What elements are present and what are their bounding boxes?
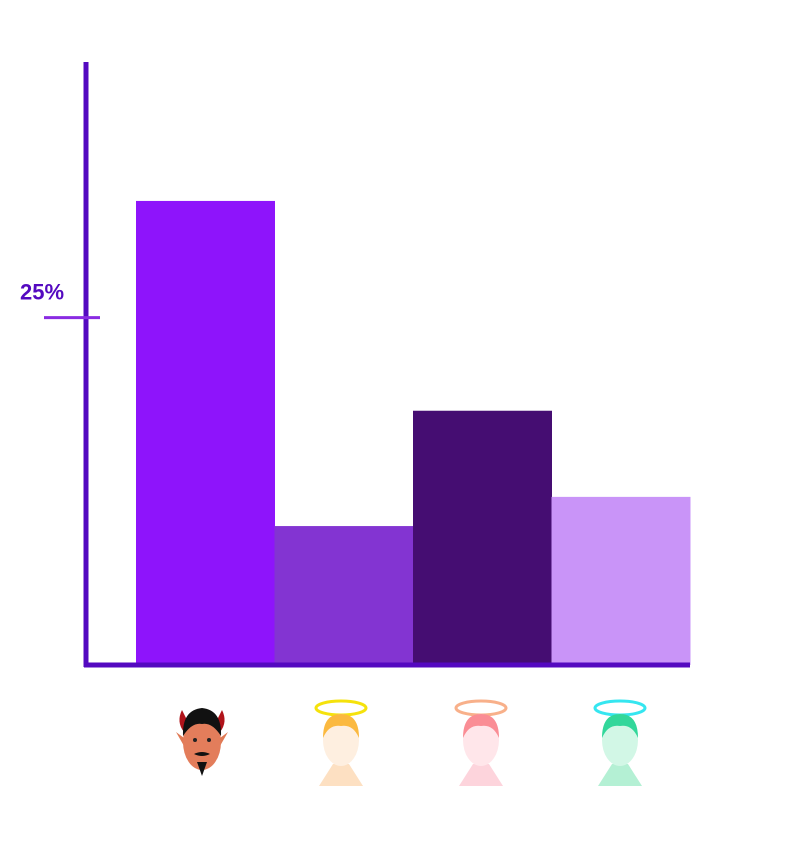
bar <box>413 410 552 665</box>
angel-icon <box>593 699 647 786</box>
bar <box>136 200 275 665</box>
angel-icon <box>314 699 368 786</box>
bar <box>274 526 414 665</box>
icons <box>176 699 647 786</box>
angel-icon <box>454 699 508 786</box>
bar <box>551 496 691 665</box>
y-tick-label: 25% <box>20 279 64 304</box>
devil-icon <box>176 708 228 776</box>
